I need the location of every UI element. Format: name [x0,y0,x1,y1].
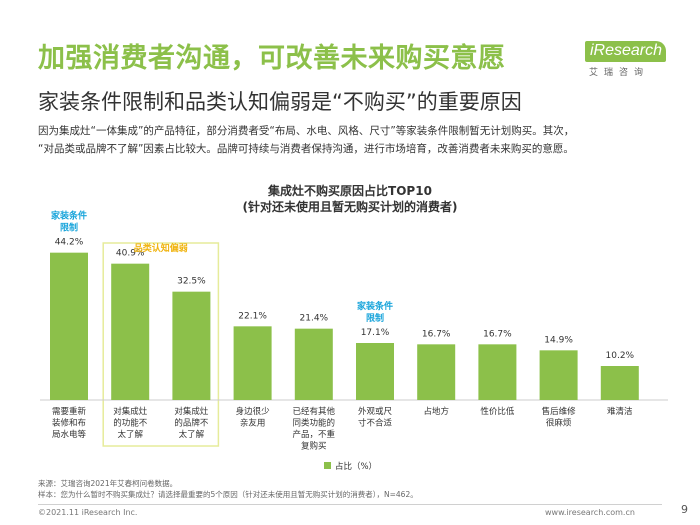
iresearch-logo: iResearch 艾瑞咨询 [585,40,667,78]
intro-line-2: “对品类或品牌不了解”因素占比较大。品牌可持续与消费者保持沟通，进行市场培育，改… [38,143,574,155]
category-label-5-2: 同类功能的 [293,418,336,429]
bar-value-label-2: 40.9% [116,249,145,259]
category-label-6-2: 寸不合适 [358,418,393,429]
category-label-9-1: 售后维修 [542,406,577,417]
bar-9 [539,350,578,400]
bar-3 [172,291,211,400]
category-label-4-2: 亲友用 [240,418,266,429]
bar-10 [600,366,639,400]
logo-text: iResearch [585,41,667,62]
bar-value-label-5: 21.4% [300,314,329,324]
category-label-2-2: 的功能不 [113,418,148,429]
bar-7 [417,344,456,400]
category-label-8-1: 性价比低 [480,406,515,417]
category-label-3-2: 的品牌不 [174,418,209,429]
category-label-1-1: 需要重新 [52,406,87,417]
source-note: 来源：艾瑞咨询2021年艾春柯问卷数据。 样本：您为什么暂时不购买集成灶？请选择… [38,478,418,500]
category-label-1-2: 装修和布 [52,418,86,429]
source-line-1: 来源：艾瑞咨询2021年艾春柯问卷数据。 [38,479,178,488]
chart-title: 集成灶不购买原因占比TOP10 [268,184,432,198]
category-label-3-3: 太了解 [179,429,205,440]
footer-divider [38,504,662,505]
category-label-1-3: 局水电等 [52,429,87,440]
bar-6 [356,343,394,400]
bar-2 [111,263,150,400]
annotation-1-line-2: 限制 [60,222,78,234]
source-line-2: 样本：您为什么暂时不购买集成灶？请选择最重要的5个原因（针对还未使用且暂无购买计… [38,490,418,499]
bar-value-label-1: 44.2% [55,238,84,248]
bar-value-label-4: 22.1% [238,311,267,321]
legend-swatch [324,462,331,469]
annotation-3-line-2: 限制 [366,312,384,324]
bar-4 [233,326,272,400]
copyright: ©2021.11 iResearch Inc. [38,508,138,517]
bar-value-label-7: 16.7% [422,329,451,339]
annotation-2-line-1: 品类认知偏弱 [134,242,188,254]
category-label-2-1: 对集成灶 [113,406,148,417]
bar-value-label-10: 10.2% [606,351,635,361]
chart-title-block: 集成灶不购买原因占比TOP10 (针对还未使用且暂无购买计划的消费者) [0,183,700,215]
chart-subtitle: (针对还未使用且暂无购买计划的消费者) [242,200,458,214]
bar-1 [50,252,88,400]
category-label-9-2: 很麻烦 [546,418,572,429]
category-label-3-1: 对集成灶 [174,406,209,417]
bar-value-label-9: 14.9% [544,335,573,345]
annotation-1-line-1: 家装条件 [51,210,87,222]
bar-value-label-3: 32.5% [177,277,206,287]
category-label-5-3: 产品，不重 [293,429,336,440]
category-label-10-1: 难清洁 [607,406,633,417]
category-label-2-3: 太了解 [117,429,143,440]
legend-label: 占比（%） [335,461,377,472]
page-title: 加强消费者沟通，可改善未来购买意愿 [38,43,506,74]
logo-subtext: 艾瑞咨询 [589,68,650,78]
website-link[interactable]: www.iresearch.com.cn [545,508,635,517]
category-label-7-1: 占地方 [423,406,449,417]
intro-line-1: 因为集成灶“一体集成”的产品特征，部分消费者受“布局、水电、风格、尺寸”等家装条… [38,125,575,137]
category-label-5-1: 已经有其他 [293,406,336,417]
bar-8 [478,344,517,400]
category-label-5-4: 复购买 [301,441,327,452]
page-subtitle: 家装条件限制和品类认知偏弱是“不购买”的重要原因 [38,90,522,114]
category-label-4-1: 身边很少 [236,406,271,417]
bar-value-label-6: 17.1% [361,328,390,338]
highlight-box-category [102,242,220,447]
page-number: 9 [681,503,688,516]
bar-value-label-8: 16.7% [483,329,512,339]
intro-paragraph: 因为集成灶“一体集成”的产品特征，部分消费者受“布局、水电、风格、尺寸”等家装条… [38,122,668,158]
annotation-3-line-1: 家装条件 [357,300,393,312]
bar-5 [294,328,333,400]
category-label-6-1: 外观或尺 [358,406,393,417]
